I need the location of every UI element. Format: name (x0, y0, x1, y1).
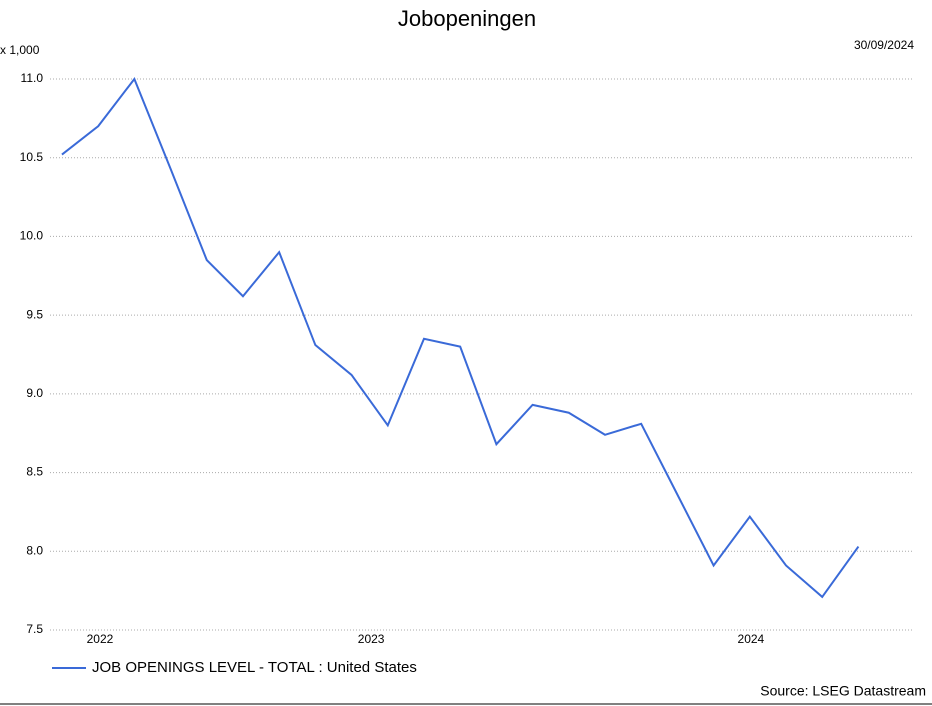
y-tick-label: 9.0 (26, 386, 43, 400)
y-tick-label: 8.5 (26, 465, 43, 479)
x-tick-label: 2022 (87, 632, 114, 646)
source-label: Source: LSEG Datastream (760, 683, 926, 699)
legend-label: JOB OPENINGS LEVEL - TOTAL : United Stat… (92, 659, 417, 676)
y-tick-label: 9.5 (26, 307, 43, 321)
y-tick-label: 10.0 (20, 229, 44, 243)
x-tick-label: 2023 (358, 632, 385, 646)
series-line (61, 77, 860, 599)
unit-label: x 1,000 (0, 43, 40, 57)
y-tick-label: 7.5 (26, 622, 43, 636)
y-tick-label: 11.0 (21, 71, 44, 85)
chart-title: Jobopeningen (398, 6, 536, 31)
y-tick-label: 8.0 (26, 543, 43, 557)
date-label: 30/09/2024 (854, 38, 914, 52)
y-tick-label: 10.5 (20, 150, 44, 164)
x-tick-label: 2024 (738, 632, 765, 646)
